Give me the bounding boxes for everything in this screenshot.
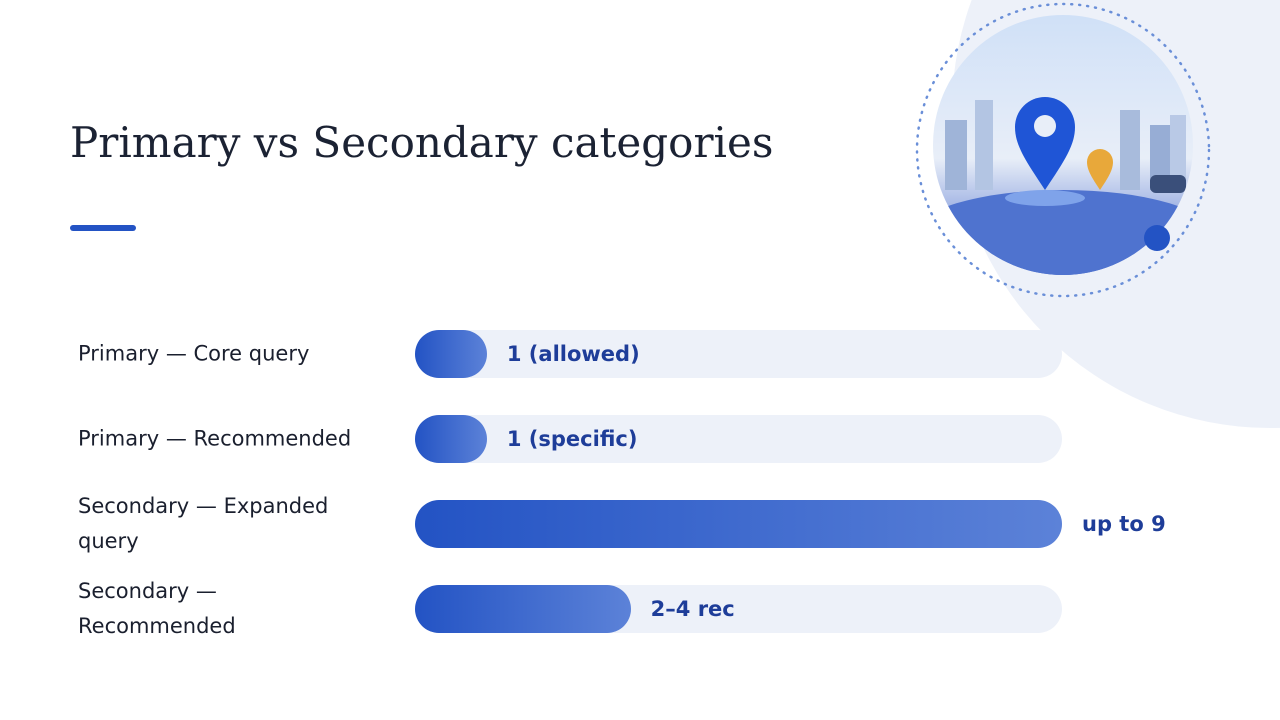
bar (415, 500, 1062, 548)
category-label: Primary — Core query (78, 341, 310, 366)
bar-track (415, 330, 1062, 378)
bar (415, 585, 631, 633)
category-label: Secondary — Expanded query (78, 494, 329, 553)
category-label: Secondary — Recommended (78, 579, 236, 638)
accent-dot (1144, 225, 1170, 251)
dotted-ring (915, 2, 1211, 298)
chart-title: Primary vs Secondary categories (70, 118, 774, 167)
value-label: up to 9 (1082, 512, 1166, 536)
value-label: 1 (specific) (506, 427, 638, 451)
category-label: Primary — Recommended (78, 426, 352, 451)
bar (415, 415, 487, 463)
title-underline (70, 225, 136, 231)
bar (415, 330, 487, 378)
value-label: 1 (allowed) (506, 342, 640, 366)
bar-track (415, 415, 1062, 463)
value-label: 2–4 rec (650, 597, 735, 621)
